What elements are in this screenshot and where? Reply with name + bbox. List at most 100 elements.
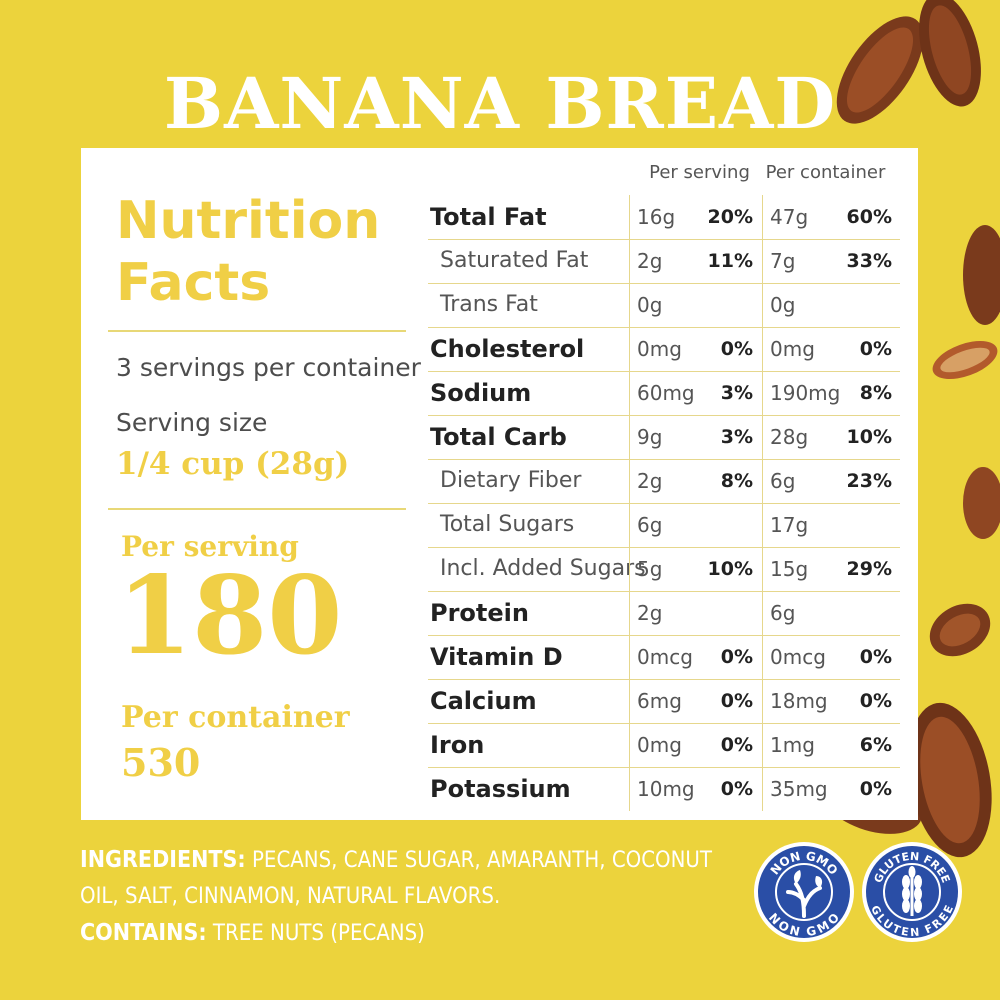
column-divider	[629, 459, 630, 503]
serving-amount: 0mcg	[637, 645, 693, 669]
serving-size-label: Serving size	[116, 408, 268, 437]
container-amount: 18mg	[770, 689, 828, 713]
ingredients-text: PECANS, CANE SUGAR, AMARANTH, COCONUT OI…	[80, 848, 713, 909]
serving-amount: 6mg	[637, 689, 682, 713]
container-daily-value: 8%	[859, 382, 892, 404]
calories-per-container-value: 530	[121, 740, 201, 785]
nutrient-row: Total Fat 16g 20% 47g 60%	[428, 195, 900, 240]
column-divider	[762, 591, 763, 635]
pecan-image-top-right	[836, 0, 981, 124]
column-divider	[629, 723, 630, 767]
nutrient-row: Saturated Fat 2g 11% 7g 33%	[428, 239, 900, 284]
column-divider	[629, 415, 630, 459]
nutrient-row: Calcium 6mg 0% 18mg 0%	[428, 679, 900, 724]
serving-amount: 2g	[637, 469, 663, 493]
column-divider	[629, 679, 630, 723]
column-divider	[629, 767, 630, 811]
column-divider	[629, 195, 630, 239]
column-divider	[629, 327, 630, 371]
summary-divider-2	[108, 508, 406, 510]
serving-daily-value: 0%	[720, 734, 753, 756]
column-divider	[762, 239, 763, 283]
pecan-image-right-3	[929, 603, 991, 657]
nutrition-heading-line-2: Facts	[116, 253, 271, 313]
column-divider	[629, 239, 630, 283]
serving-daily-value: 3%	[720, 426, 753, 448]
serving-daily-value: 10%	[707, 558, 753, 580]
container-amount: 15g	[770, 557, 809, 581]
serving-daily-value: 8%	[720, 470, 753, 492]
nutrient-row: Total Carb 9g 3% 28g 10%	[428, 415, 900, 460]
column-divider	[629, 635, 630, 679]
column-divider	[762, 767, 763, 811]
column-divider	[762, 459, 763, 503]
column-divider	[762, 195, 763, 239]
container-daily-value: 0%	[859, 338, 892, 360]
nutrient-row: Incl. Added Sugars 5g 10% 15g 29%	[428, 547, 900, 592]
nutrient-row: Protein 2g 6g	[428, 591, 900, 636]
serving-amount: 6g	[637, 513, 663, 537]
non-gmo-badge-icon: NON GMO NON GMO	[754, 842, 854, 942]
serving-amount: 10mg	[637, 777, 695, 801]
container-amount: 0g	[770, 293, 796, 317]
column-header-per-serving: Per serving	[649, 162, 750, 183]
container-daily-value: 6%	[859, 734, 892, 756]
container-amount: 47g	[770, 205, 809, 229]
container-amount: 190mg	[770, 381, 841, 405]
container-daily-value: 0%	[859, 778, 892, 800]
serving-amount: 60mg	[637, 381, 695, 405]
column-divider	[762, 547, 763, 591]
column-divider	[762, 415, 763, 459]
column-divider	[762, 327, 763, 371]
pecan-image-right-1	[963, 225, 1000, 325]
nutrient-name: Cholesterol	[430, 335, 585, 363]
gluten-free-badge-icon: GLUTEN FREE GLUTEN FREE	[862, 842, 962, 942]
container-daily-value: 0%	[859, 646, 892, 668]
serving-amount: 5g	[637, 557, 663, 581]
serving-amount: 2g	[637, 601, 663, 625]
column-divider	[762, 723, 763, 767]
serving-amount: 0mg	[637, 733, 682, 757]
column-divider	[762, 635, 763, 679]
column-divider	[629, 503, 630, 547]
container-amount: 28g	[770, 425, 809, 449]
serving-daily-value: 0%	[720, 778, 753, 800]
column-divider	[762, 679, 763, 723]
nutrient-row: Total Sugars 6g 17g	[428, 503, 900, 548]
nutrient-name: Dietary Fiber	[440, 468, 582, 493]
calories-per-serving-label: Per serving	[121, 530, 299, 563]
serving-size-value: 1/4 cup (28g)	[116, 446, 350, 482]
nutrient-name: Total Sugars	[440, 512, 575, 537]
nutrition-heading-line-1: Nutrition	[116, 191, 381, 251]
nutrient-name: Trans Fat	[440, 292, 538, 317]
serving-amount: 0g	[637, 293, 663, 317]
container-amount: 0mcg	[770, 645, 826, 669]
serving-amount: 16g	[637, 205, 676, 229]
serving-daily-value: 20%	[707, 206, 753, 228]
container-amount: 7g	[770, 249, 796, 273]
nutrient-row: Dietary Fiber 2g 8% 6g 23%	[428, 459, 900, 504]
serving-amount: 2g	[637, 249, 663, 273]
nutrient-row: Vitamin D 0mcg 0% 0mcg 0%	[428, 635, 900, 680]
container-daily-value: 0%	[859, 690, 892, 712]
calories-per-serving-value: 180	[117, 553, 343, 679]
nutrient-name: Saturated Fat	[440, 248, 589, 273]
column-divider	[762, 371, 763, 415]
column-divider	[629, 283, 630, 327]
serving-daily-value: 3%	[720, 382, 753, 404]
nutrient-name: Protein	[430, 599, 529, 627]
ingredients-block: INGREDIENTS: PECANS, CANE SUGAR, AMARANT…	[80, 842, 730, 952]
nutrient-name: Calcium	[430, 687, 537, 715]
nutrition-panel: Nutrition Facts 3 servings per container…	[81, 148, 918, 820]
calories-per-container-label: Per container	[121, 700, 350, 735]
nutrient-name: Iron	[430, 731, 485, 759]
column-divider	[762, 283, 763, 327]
container-amount: 35mg	[770, 777, 828, 801]
nutrient-row: Trans Fat 0g 0g	[428, 283, 900, 328]
contains-label: CONTAINS:	[80, 920, 207, 946]
summary-divider-1	[108, 330, 406, 332]
container-amount: 6g	[770, 469, 796, 493]
nutrition-facts-heading: Nutrition Facts	[116, 190, 380, 314]
servings-per-container: 3 servings per container	[116, 353, 421, 382]
column-header-per-container: Per container	[765, 162, 886, 183]
